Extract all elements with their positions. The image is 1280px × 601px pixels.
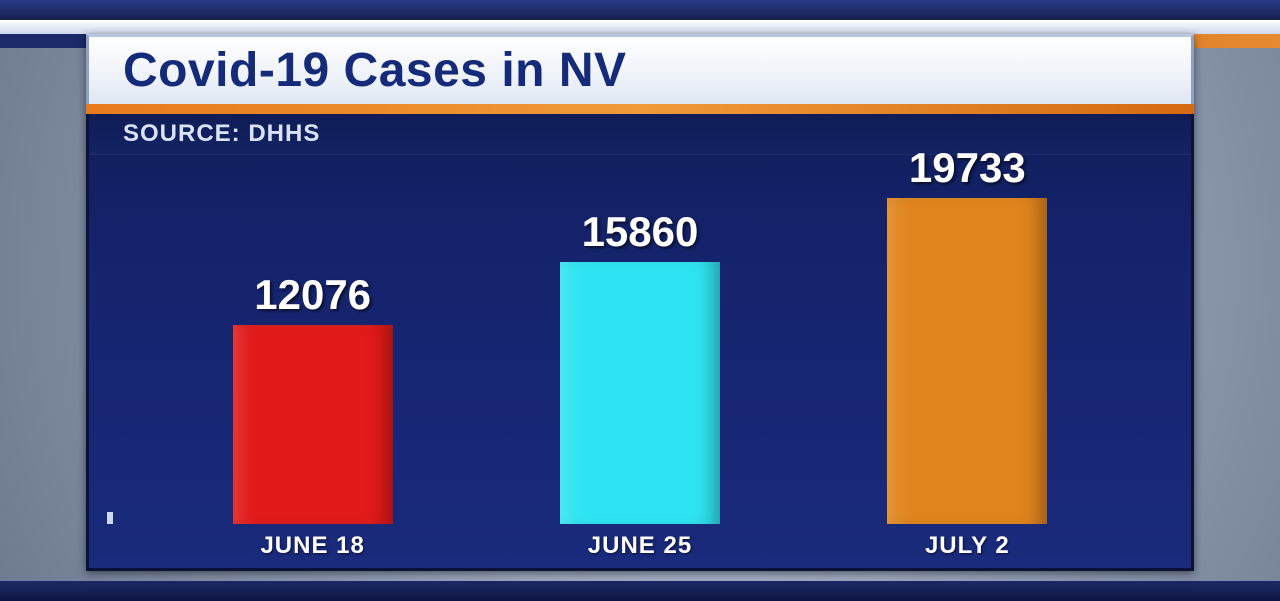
title-stripe: Covid-19 Cases in NV	[86, 34, 1194, 104]
bar-column: 12076	[213, 271, 413, 524]
bar-rect	[233, 325, 393, 524]
chart-title: Covid-19 Cases in NV	[123, 43, 627, 98]
top-stripe-white	[0, 20, 1280, 34]
chart-card: Covid-19 Cases in NV SOURCE: DHHS 12076 1…	[86, 34, 1194, 571]
axis-tick	[107, 512, 113, 524]
source-label: SOURCE: DHHS	[123, 120, 320, 148]
bar-value-label: 12076	[254, 271, 371, 319]
bar-category-label: JUNE 25	[540, 532, 740, 560]
bar-category-label: JULY 2	[867, 532, 1067, 560]
bars-container: 120761586019733	[149, 164, 1131, 524]
accent-stripe	[86, 104, 1194, 114]
labels-container: JUNE 18 JUNE 25 JULY 2	[149, 524, 1131, 568]
news-graphic-stage: Covid-19 Cases in NV SOURCE: DHHS 12076 1…	[0, 0, 1280, 601]
bar-column: 19733	[867, 144, 1067, 524]
bar-rect	[560, 262, 720, 524]
bottom-stripe-navy	[0, 581, 1280, 601]
top-stripe-navy	[0, 0, 1280, 20]
bar-value-label: 15860	[582, 208, 699, 256]
chart-area: 120761586019733 JUNE 18JUNE 25JULY 2	[89, 154, 1191, 568]
bar-rect	[887, 198, 1047, 524]
bar-column: 15860	[540, 208, 740, 524]
bar-value-label: 19733	[909, 144, 1026, 192]
bar-category-label: JUNE 18	[213, 532, 413, 560]
